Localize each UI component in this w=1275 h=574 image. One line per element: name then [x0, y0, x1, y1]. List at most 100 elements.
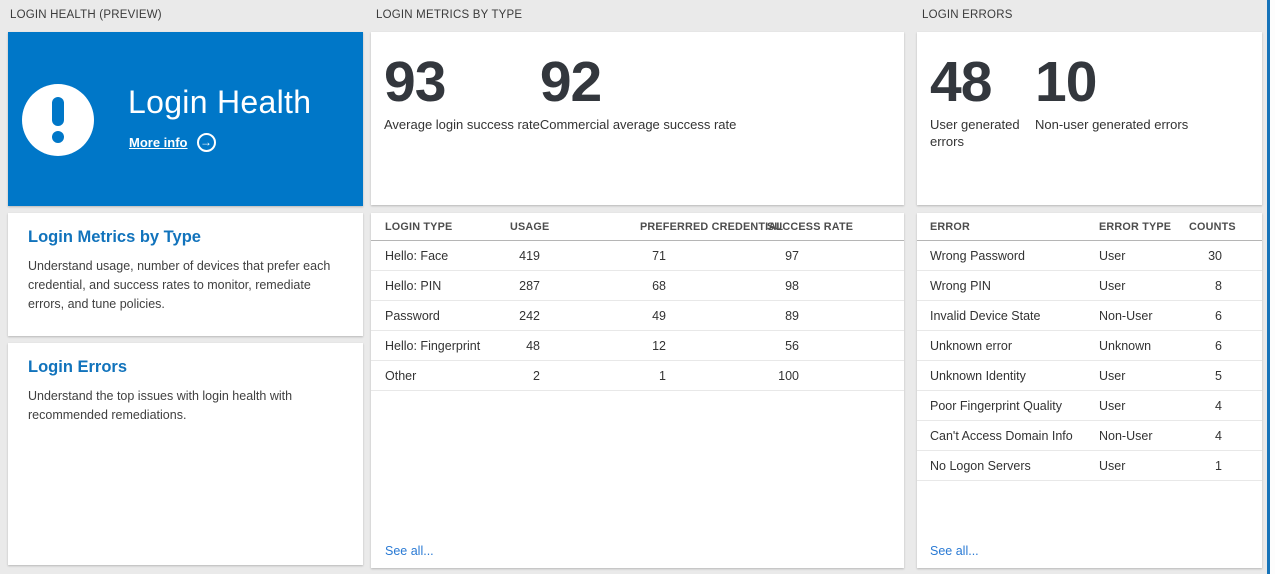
error-cell: Poor Fingerprint Quality: [930, 398, 1063, 413]
table-row: Can't Access Domain Info Non-User 4: [917, 421, 1262, 451]
error-cell: Unknown Identity: [930, 368, 1026, 383]
errors-table-body: Wrong Password User 30 Wrong PIN User 8 …: [917, 241, 1262, 481]
login-type-cell: Password: [385, 308, 440, 323]
usage-cell: 242: [519, 308, 540, 323]
table-row: Invalid Device State Non-User 6: [917, 301, 1262, 331]
preferred-credential-cell: 71: [652, 248, 666, 263]
usage-cell: 2: [533, 368, 540, 383]
column-header: PREFERRED CREDENTIAL: [640, 220, 784, 233]
stat-value: 10: [1035, 50, 1097, 114]
card-title: Login Errors: [28, 358, 128, 376]
card-login-errors[interactable]: Login Errors Understand the top issues w…: [8, 343, 363, 565]
stat: 48 User generated errors: [930, 50, 1035, 205]
column-header: LOGIN TYPE: [385, 220, 453, 233]
table-row: Poor Fingerprint Quality User 4: [917, 391, 1262, 421]
error-type-cell: Unknown: [1099, 338, 1152, 353]
error-cell: Invalid Device State: [930, 308, 1041, 323]
metrics-table-body: Hello: Face 419 71 97 Hello: PIN 287 68 …: [371, 241, 904, 391]
counts-cell: 8: [1215, 278, 1222, 293]
preferred-credential-cell: 1: [659, 368, 666, 383]
table-row: Hello: Fingerprint 48 12 56: [371, 331, 904, 361]
tile-title: Login Health: [128, 84, 312, 120]
login-type-cell: Hello: Face: [385, 248, 449, 263]
success-rate-cell: 98: [785, 278, 799, 293]
card-title: Login Metrics by Type: [28, 228, 201, 246]
usage-cell: 287: [519, 278, 540, 293]
error-cell: Wrong PIN: [930, 278, 991, 293]
usage-cell: 48: [526, 338, 540, 353]
table-row: Password 242 49 89: [371, 301, 904, 331]
stat-value: 48: [930, 50, 992, 114]
next-blade-edge: [1267, 0, 1270, 574]
success-rate-cell: 89: [785, 308, 799, 323]
error-cell: No Logon Servers: [930, 458, 1031, 473]
exclamation-icon: [22, 84, 94, 156]
column-header: ERROR TYPE: [1099, 220, 1172, 233]
preferred-credential-cell: 12: [652, 338, 666, 353]
success-rate-cell: 100: [778, 368, 799, 383]
login-health-column: Login Health More info → Login Metrics b…: [8, 32, 363, 565]
counts-cell: 1: [1215, 458, 1222, 473]
errors-stats-card: 48 User generated errors 10 Non-user gen…: [917, 32, 1262, 205]
card-description: Understand usage, number of devices that…: [28, 259, 331, 311]
login-type-cell: Other: [385, 368, 417, 383]
table-row: Unknown error Unknown 6: [917, 331, 1262, 361]
counts-cell: 4: [1215, 428, 1222, 443]
login-metrics-column: 93 Average login success rate 92 Commerc…: [371, 32, 904, 568]
section-title-login-health: LOGIN HEALTH (PREVIEW): [10, 9, 162, 21]
stat: 92 Commercial average success rate: [539, 50, 737, 205]
stat: 10 Non-user generated errors: [1035, 50, 1189, 205]
table-row: No Logon Servers User 1: [917, 451, 1262, 481]
column-header: SUCCESS RATE: [767, 220, 854, 233]
metrics-table-card: LOGIN TYPE USAGE PREFERRED CREDENTIAL SU…: [371, 213, 904, 568]
stat: 93 Average login success rate: [384, 50, 540, 205]
stat-value: 92: [539, 50, 602, 114]
arrow-right-icon[interactable]: →: [196, 133, 216, 152]
errors-table-card: ERROR ERROR TYPE COUNTS Wrong Password U…: [917, 213, 1262, 568]
error-type-cell: Non-User: [1099, 428, 1153, 443]
error-type-cell: User: [1099, 278, 1126, 293]
success-rate-cell: 56: [785, 338, 799, 353]
login-type-cell: Hello: PIN: [385, 278, 442, 293]
error-cell: Wrong Password: [930, 248, 1025, 263]
counts-cell: 5: [1215, 368, 1222, 383]
card-description: Understand the top issues with login hea…: [28, 389, 293, 422]
success-rate-cell: 97: [785, 248, 799, 263]
error-type-cell: User: [1099, 368, 1126, 383]
counts-cell: 6: [1215, 338, 1222, 353]
error-type-cell: User: [1099, 458, 1126, 473]
see-all-link[interactable]: See all...: [385, 544, 434, 558]
counts-cell: 30: [1208, 248, 1222, 263]
metrics-stats-card: 93 Average login success rate 92 Commerc…: [371, 32, 904, 205]
table-row: Hello: Face 419 71 97: [371, 241, 904, 271]
section-title-login-errors: LOGIN ERRORS: [922, 9, 1013, 21]
table-row: Wrong Password User 30: [917, 241, 1262, 271]
see-all-link[interactable]: See all...: [930, 544, 979, 558]
error-type-cell: User: [1099, 398, 1126, 413]
errors-table-header: ERROR ERROR TYPE COUNTS: [917, 213, 1262, 241]
stat-label: Average login success rate: [384, 116, 540, 132]
metrics-table-header: LOGIN TYPE USAGE PREFERRED CREDENTIAL SU…: [371, 213, 904, 241]
table-row: Unknown Identity User 5: [917, 361, 1262, 391]
login-health-tile[interactable]: Login Health More info →: [8, 32, 363, 206]
table-row: Other 2 1 100: [371, 361, 904, 391]
section-title-login-metrics: LOGIN METRICS BY TYPE: [376, 9, 523, 21]
error-type-cell: User: [1099, 248, 1126, 263]
stat-label: Non-user generated errors: [1035, 116, 1189, 132]
stat-value: 93: [384, 50, 446, 114]
login-type-cell: Hello: Fingerprint: [385, 338, 481, 353]
stat-label: Commercial average success rate: [539, 116, 737, 132]
usage-cell: 419: [519, 248, 540, 263]
next-blade-surface: [1270, 0, 1275, 574]
preferred-credential-cell: 68: [652, 278, 666, 293]
counts-cell: 4: [1215, 398, 1222, 413]
login-errors-column: 48 User generated errors 10 Non-user gen…: [917, 32, 1262, 568]
card-login-metrics-by-type[interactable]: Login Metrics by Type Understand usage, …: [8, 213, 363, 336]
error-type-cell: Non-User: [1099, 308, 1153, 323]
counts-cell: 6: [1215, 308, 1222, 323]
preferred-credential-cell: 49: [652, 308, 666, 323]
error-cell: Unknown error: [930, 338, 1012, 353]
column-header: USAGE: [510, 220, 550, 233]
error-cell: Can't Access Domain Info: [930, 428, 1073, 443]
more-info-link[interactable]: More info: [129, 135, 188, 150]
